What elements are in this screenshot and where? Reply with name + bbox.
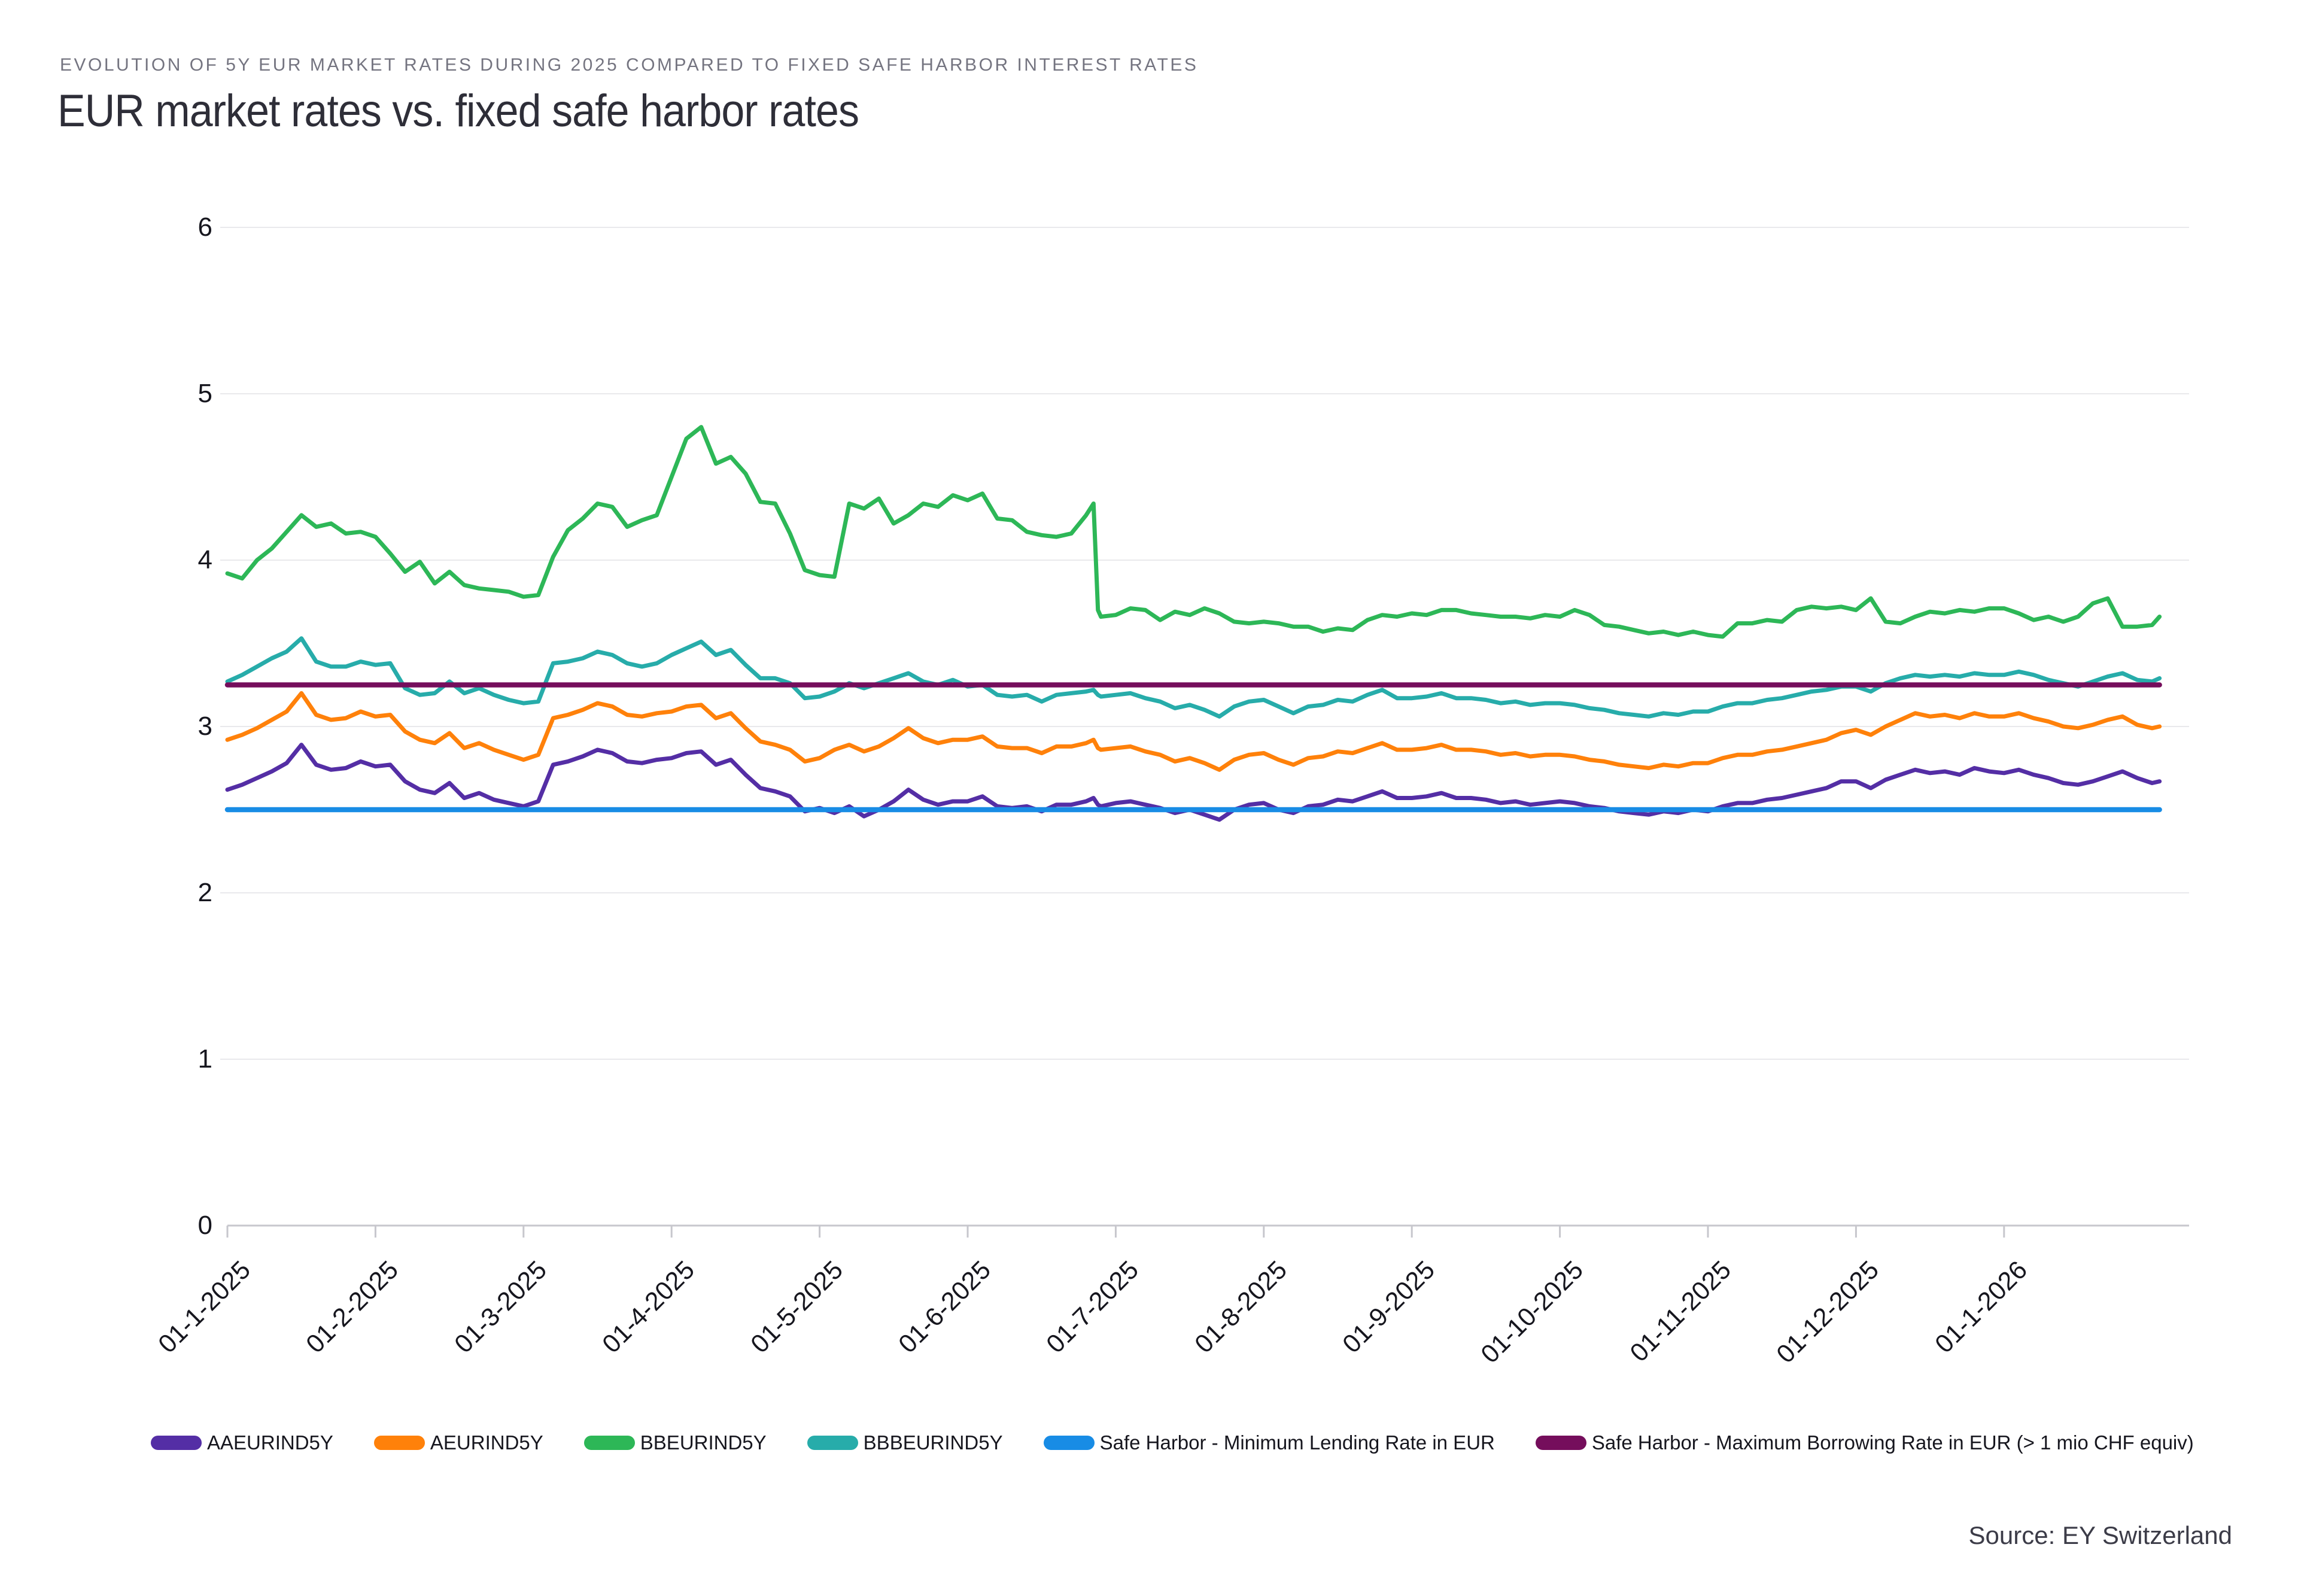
y-tick-label-1: 1 [197,1044,212,1074]
legend-label: AAEURIND5Y [207,1431,333,1454]
series-line-bbbeurind5y [225,636,2162,719]
legend-item-bbeurind5y[interactable]: BBEURIND5Y [583,1431,767,1454]
legend-swatch-icon [583,1436,635,1450]
y-tick-label-3: 3 [197,712,212,741]
legend-label: Safe Harbor - Maximum Borrowing Rate in … [1591,1431,2194,1454]
chart-eyebrow: EVOLUTION OF 5Y EUR MARKET RATES DURING … [60,55,1199,75]
legend-swatch-icon [1535,1436,1586,1450]
legend-item-aaeurind5y[interactable]: AAEURIND5Y [151,1431,333,1454]
legend-swatch-icon [151,1436,202,1450]
legend: AAEURIND5Y AEURIND5Y BBEURIND5Y BBBEURIND5Y… [151,1431,2194,1454]
legend-label: AEURIND5Y [430,1431,543,1454]
legend-swatch-icon [807,1436,858,1450]
y-tick-label-2: 2 [197,878,212,907]
source-note: Source: EY Switzerland [1968,1521,2232,1549]
chart-title: EUR market rates vs. fixed safe harbor r… [57,86,859,136]
legend-label: Safe Harbor - Minimum Lending Rate in EU… [1099,1431,1495,1454]
legend-item-safe-harbor-maximum-borrowing-rate-in-eur-1-mio-chf-equiv[interactable]: Safe Harbor - Maximum Borrowing Rate in … [1535,1431,2194,1454]
y-tick-label-5: 5 [197,379,212,408]
series-line-bbeurind5y [225,425,2162,639]
legend-label: BBBEURIND5Y [863,1431,1003,1454]
series-line-aeurind5y [225,691,2162,772]
legend-swatch-icon [1043,1436,1095,1450]
legend-item-safe-harbor-minimum-lending-rate-in-eur[interactable]: Safe Harbor - Minimum Lending Rate in EU… [1043,1431,1495,1454]
y-tick-label-4: 4 [197,545,212,574]
y-tick-label-0: 0 [197,1211,212,1240]
legend-item-bbbeurind5y[interactable]: BBBEURIND5Y [807,1431,1003,1454]
legend-item-aeurind5y[interactable]: AEURIND5Y [373,1431,543,1454]
y-tick-label-6: 6 [197,212,212,242]
legend-label: BBEURIND5Y [640,1431,767,1454]
legend-swatch-icon [373,1436,425,1450]
